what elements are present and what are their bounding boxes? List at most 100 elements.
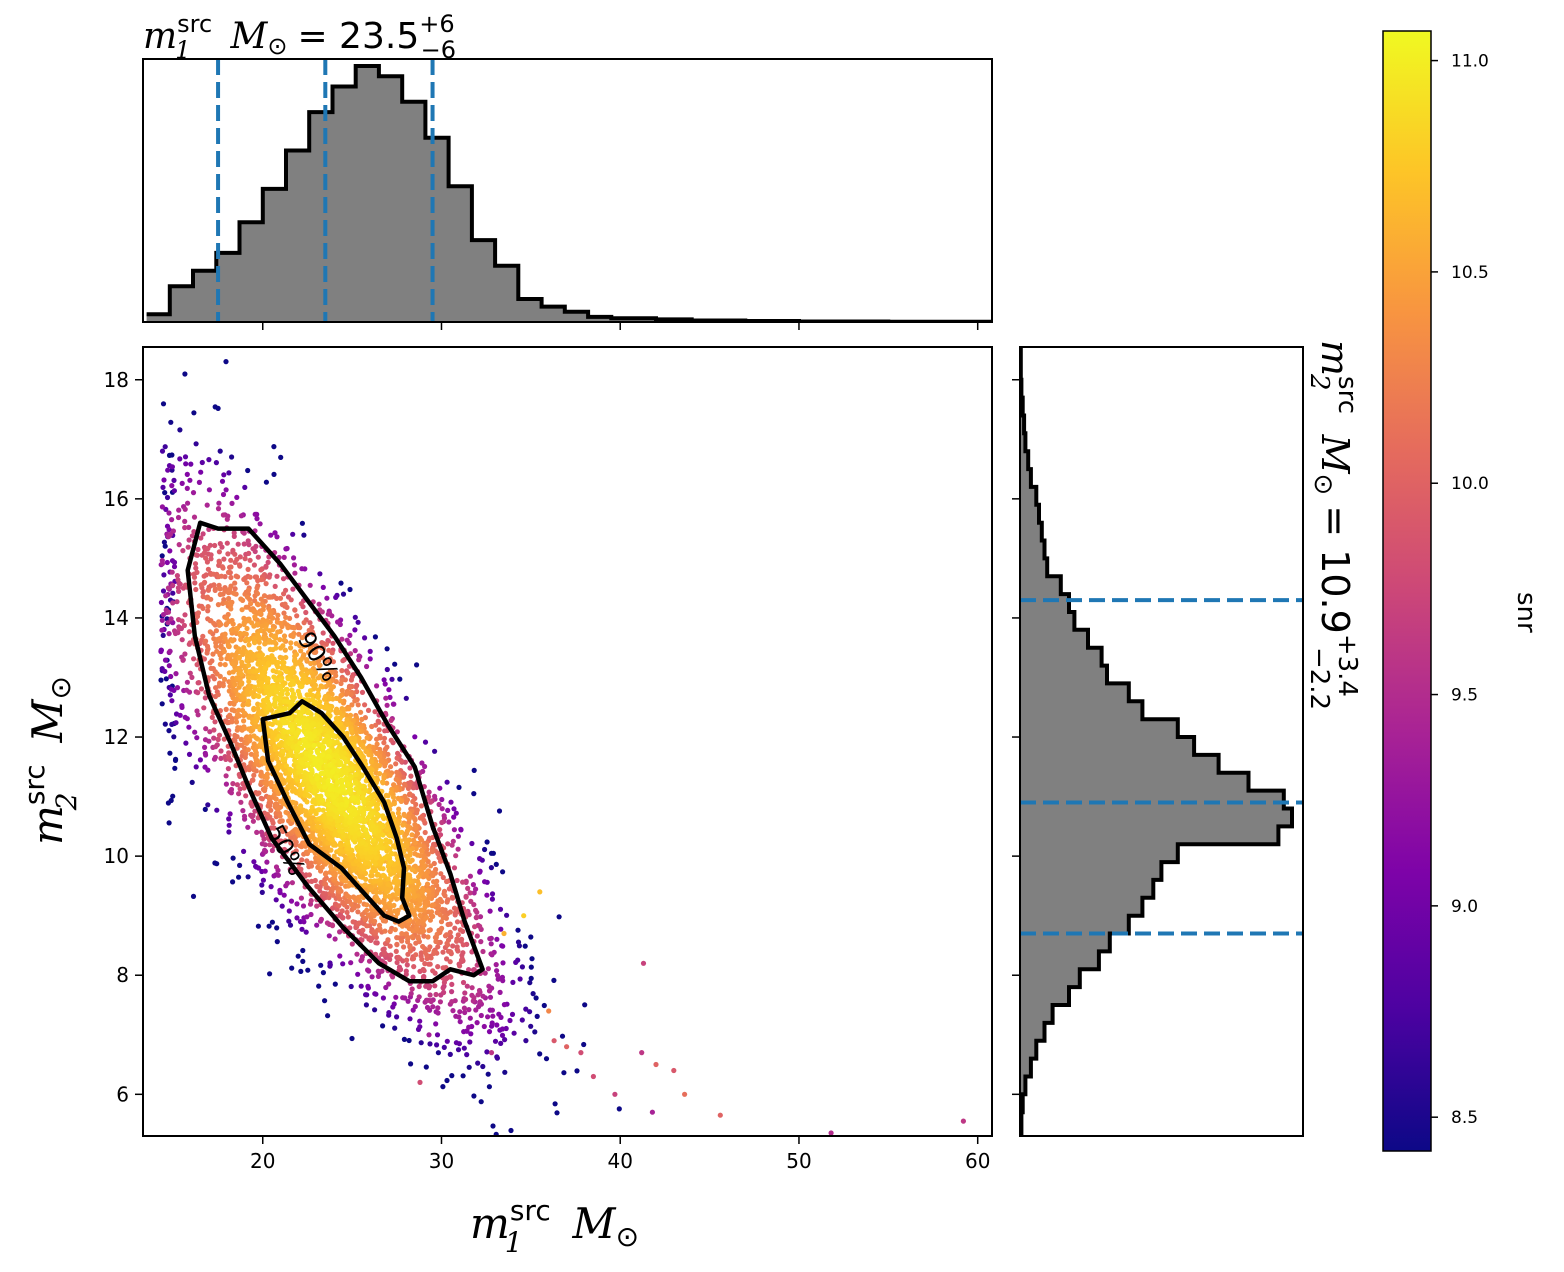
scatter-point (223, 773, 229, 779)
scatter-point (283, 614, 289, 621)
scatter-point (166, 510, 172, 516)
scatter-point (285, 625, 291, 631)
scatter-point (471, 767, 477, 774)
scatter-point (269, 847, 275, 854)
scatter-point (281, 735, 287, 741)
scatter-point (352, 614, 358, 620)
scatter-point (368, 878, 374, 884)
scatter-point (185, 500, 191, 506)
scatter-point (486, 1029, 493, 1035)
scatter-point (533, 995, 539, 1001)
scatter-point (363, 827, 369, 833)
scatter-point (359, 716, 365, 723)
scatter-point (192, 561, 199, 567)
scatter-point (201, 550, 207, 556)
scatter-point (177, 712, 183, 718)
scatter-point (332, 936, 338, 942)
scatter-point (447, 948, 453, 955)
scatter-point (489, 891, 496, 897)
scatter-point (258, 567, 264, 573)
scatter-point (501, 930, 507, 937)
scatter-point (639, 1050, 645, 1056)
scatter-point (241, 541, 247, 547)
scatter-point (407, 944, 413, 950)
scatter-point (380, 995, 386, 1001)
scatter-point (444, 1038, 450, 1044)
scatter-point (393, 948, 399, 955)
scatter-point (200, 605, 206, 612)
scatter-point (280, 748, 286, 755)
scatter-point (231, 708, 238, 714)
scatter-point (257, 627, 263, 634)
scatter-point (322, 881, 329, 887)
scatter-point (282, 647, 288, 653)
scatter-point (496, 808, 503, 814)
scatter-point (233, 697, 239, 703)
scatter-point (167, 648, 173, 654)
scatter-point (434, 931, 440, 937)
scatter-point (272, 583, 278, 590)
scatter-point (353, 684, 359, 690)
scatter-point (413, 846, 419, 852)
scatter-point (444, 899, 450, 905)
scatter-point (409, 986, 415, 992)
scatter-point (227, 586, 233, 593)
scatter-point (286, 771, 293, 777)
scatter-point (158, 648, 164, 655)
scatter-point (369, 767, 375, 773)
scatter-point (440, 949, 446, 955)
scatter-point (485, 1014, 491, 1020)
scatter-point (255, 602, 261, 608)
scatter-point (248, 760, 254, 766)
scatter-point (244, 594, 251, 600)
scatter-point (467, 890, 473, 896)
scatter-point (293, 661, 299, 667)
scatter-point (441, 1044, 447, 1050)
scatter-point (347, 925, 353, 931)
scatter-point (194, 735, 200, 741)
scatter-point (403, 695, 409, 701)
scatter-point (467, 1015, 473, 1021)
scatter-point (170, 528, 176, 534)
scatter-point (175, 630, 181, 636)
scatter-point (511, 1030, 517, 1036)
scatter-point (374, 736, 380, 742)
scatter-point (325, 801, 331, 808)
scatter-point (209, 714, 215, 721)
scatter-point (434, 1042, 440, 1048)
scatter-point (428, 955, 434, 961)
scatter-point (229, 500, 235, 506)
scatter-point (319, 645, 325, 651)
scatter-point (278, 645, 284, 651)
scatter-point (279, 688, 285, 694)
scatter-point (960, 1118, 967, 1124)
scatter-point (288, 898, 295, 904)
scatter-point (206, 457, 212, 463)
scatter-point (388, 737, 394, 743)
top-histogram-title: msrc 1 M⊙ = 23.5+6 −6 (143, 10, 456, 64)
scatter-point (225, 551, 231, 557)
scatter-point (251, 562, 257, 568)
scatter-point (248, 751, 254, 757)
scatter-point (203, 572, 209, 578)
scatter-point (455, 932, 461, 938)
scatter-point (355, 619, 361, 625)
scatter-point (297, 787, 303, 793)
scatter-point (504, 912, 510, 918)
scatter-point (331, 840, 338, 847)
scatter-point (167, 548, 173, 554)
scatter-point (392, 908, 398, 914)
scatter-point (435, 944, 441, 950)
scatter-point (405, 998, 411, 1004)
scatter-point (337, 929, 343, 935)
scatter-point (391, 868, 397, 874)
scatter-point (275, 659, 281, 666)
scatter-point (473, 1007, 479, 1013)
scatter-point (288, 640, 294, 646)
scatter-point (273, 864, 280, 870)
scatter-point (394, 755, 400, 761)
scatter-point (324, 595, 330, 601)
scatter-point (344, 721, 350, 727)
scatter-point (198, 535, 204, 541)
scatter-point (362, 870, 369, 877)
